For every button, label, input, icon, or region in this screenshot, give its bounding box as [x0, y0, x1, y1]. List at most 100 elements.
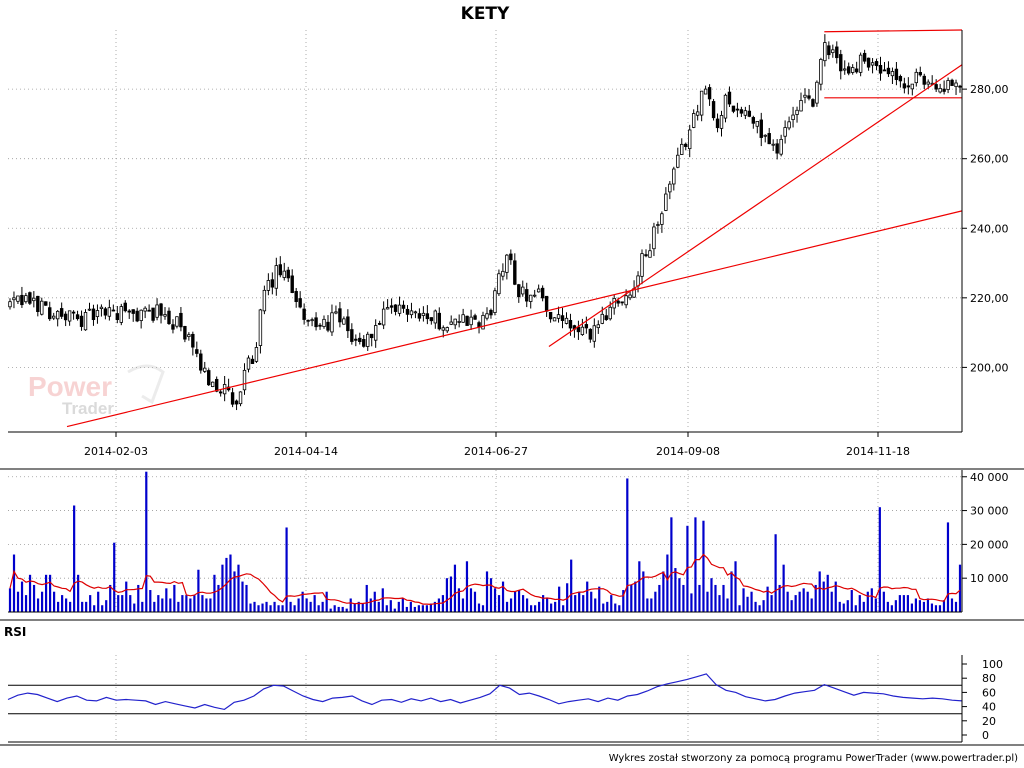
volume-bar [413, 606, 416, 612]
candle-body [32, 297, 36, 302]
volume-bar [333, 605, 336, 612]
candle-body [640, 253, 644, 277]
candle-body [318, 324, 322, 327]
candle-body [115, 313, 120, 321]
volume-bar [377, 601, 380, 612]
candle-body [525, 289, 529, 302]
candle-body [795, 109, 799, 115]
candle-body [234, 400, 239, 405]
candle-body [187, 334, 191, 337]
volume-bar [682, 584, 685, 612]
candle-body [695, 111, 700, 116]
rsi-y-tick-label: 20 [982, 715, 996, 728]
candle-body [799, 100, 803, 112]
candle-body [71, 311, 76, 314]
candle-body [159, 303, 163, 316]
volume-bar [301, 591, 304, 612]
volume-bar [602, 603, 605, 612]
volume-bar [854, 605, 857, 612]
candle-body [783, 127, 787, 137]
volume-bar [185, 595, 188, 612]
candle-body [171, 324, 175, 330]
candle-body [282, 270, 286, 278]
volume-bar [830, 591, 833, 612]
candle-body [509, 253, 513, 261]
volume-bar [65, 598, 68, 612]
volume-bar [489, 578, 493, 612]
price-y-tick-label: 240,00 [970, 222, 1009, 235]
volume-bar [742, 588, 745, 612]
candle-body [648, 250, 652, 258]
volume-bar [542, 595, 545, 612]
candle-body [246, 357, 251, 370]
candle-body [151, 307, 155, 321]
volume-bar [730, 571, 733, 612]
volume-bar [221, 564, 224, 612]
rsi-y-tick-label: 0 [982, 729, 989, 742]
volume-bar [353, 603, 356, 612]
volume-bar [433, 601, 436, 612]
candle-body [238, 391, 243, 405]
volume-bar [538, 601, 541, 612]
candle-body [83, 312, 88, 331]
volume-bar [193, 595, 196, 612]
candle-body [823, 42, 827, 62]
volume-bar [626, 478, 629, 612]
volume-bar [24, 595, 28, 612]
candle-body [616, 300, 620, 304]
candle-body [763, 134, 767, 137]
volume-bar [389, 600, 392, 612]
volume-bar [201, 595, 204, 612]
volume-bar [790, 600, 793, 612]
candle-body [922, 75, 926, 85]
volume-bar [157, 595, 160, 612]
candle-body [807, 95, 811, 99]
volume-bar [590, 591, 593, 612]
volume-bar [930, 603, 934, 612]
volume-bar [698, 584, 701, 612]
x-tick-label: 2014-02-03 [84, 445, 148, 458]
volume-bar [870, 588, 873, 612]
volume-bar [726, 598, 729, 612]
candle-body [532, 294, 537, 297]
volume-bar [497, 595, 501, 612]
candle-body [497, 273, 501, 295]
candle-body [195, 349, 199, 354]
candle-body [203, 367, 207, 372]
candle-body [588, 328, 593, 340]
rsi-y-tick-label: 100 [982, 658, 1003, 671]
candle-body [294, 291, 298, 302]
volume-bar [770, 595, 773, 612]
volume-bar [878, 507, 881, 612]
volume-bar [505, 601, 509, 612]
volume-bar [662, 571, 665, 612]
volume-bar [401, 598, 404, 612]
volume-bar [44, 574, 48, 612]
volume-bar [702, 520, 705, 612]
volume-bar [81, 601, 84, 612]
candle-body [489, 309, 493, 316]
volume-bar [209, 598, 212, 612]
candle-body [119, 306, 123, 323]
candle-body [481, 314, 485, 330]
candle-body [540, 287, 545, 299]
volume-bar [61, 595, 64, 612]
volume-bar [914, 598, 918, 612]
volume-bar [894, 600, 897, 612]
volume-bar [245, 584, 248, 612]
candle-body [771, 143, 775, 146]
candle-body [24, 295, 28, 303]
volume-bar [105, 600, 108, 612]
candle-body [211, 381, 215, 387]
footer-credit: Wykres został stworzony za pomocą progra… [609, 753, 1018, 764]
volume-bar [566, 583, 569, 612]
candle-body [278, 264, 282, 276]
volume-bar [714, 584, 717, 612]
volume-bar [638, 561, 641, 612]
candle-body [739, 109, 744, 114]
rsi-y-tick-label: 80 [982, 672, 996, 685]
volume-bar [902, 595, 905, 612]
rsi-grid [115, 655, 879, 742]
candle-body [672, 168, 676, 185]
